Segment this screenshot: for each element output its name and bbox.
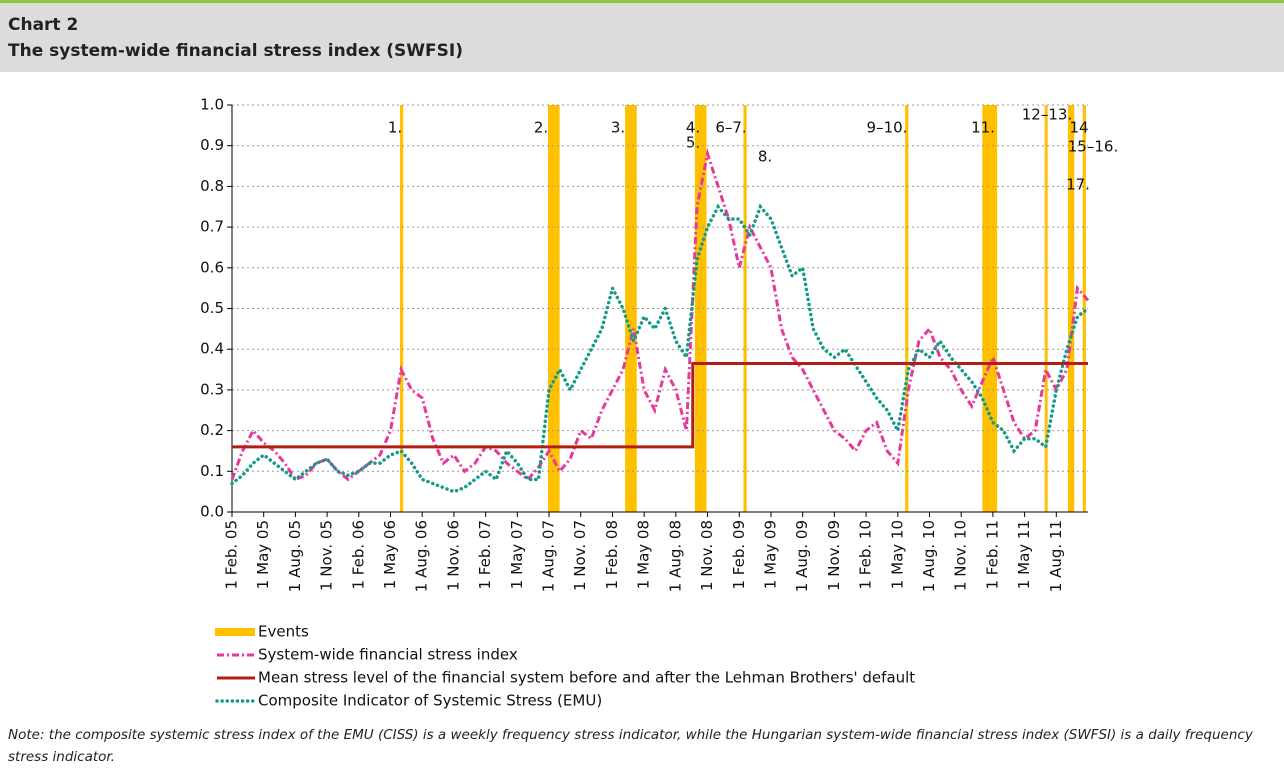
x-tick-label: 1 May 08 [635, 520, 653, 589]
x-tick-label: 1 Aug. 09 [793, 520, 811, 592]
y-tick-label: 0.6 [200, 258, 224, 276]
x-tick-label: 1 Feb. 10 [857, 520, 875, 590]
y-tick-label: 0.2 [200, 421, 224, 439]
event-band [1044, 105, 1048, 512]
event-label: 6–7. [715, 119, 746, 137]
y-tick-label: 0.9 [200, 136, 224, 154]
series-line [232, 361, 1088, 449]
y-tick-label: 0.5 [200, 299, 224, 317]
header: Chart 2 The system-wide financial stress… [0, 0, 1284, 72]
legend-label: Events [258, 623, 309, 641]
event-band [743, 105, 747, 512]
x-tick-label: 1 Aug. 11 [1047, 520, 1065, 592]
legend-label: System-wide financial stress index [258, 646, 518, 664]
note: Note: the composite systemic stress inde… [8, 727, 1253, 765]
x-tick-label: 1 Aug. 10 [920, 520, 938, 592]
event-band [400, 105, 404, 512]
event-label: 17. [1066, 176, 1090, 194]
chart-label: Chart 2 [8, 15, 79, 35]
event-label: 14 [1069, 119, 1088, 137]
event-band [1082, 105, 1086, 512]
event-label: 15–16. [1068, 138, 1118, 156]
x-tick-label: 1 May 10 [888, 520, 906, 589]
x-tick-label: 1 Nov. 05 [318, 520, 336, 591]
legend-label: Composite Indicator of Systemic Stress (… [258, 692, 602, 710]
x-tick-label: 1 Feb. 06 [349, 520, 367, 590]
x-tick-label: 1 May 09 [761, 520, 779, 589]
event-label: 9–10. [867, 119, 908, 137]
x-tick-label: 1 Feb. 05 [223, 520, 241, 590]
x-tick-label: 1 Nov. 09 [825, 520, 843, 591]
event-label: 4. [686, 119, 700, 137]
x-tick-label: 1 Nov. 10 [952, 520, 970, 591]
x-tick-label: 1 May 05 [254, 520, 272, 589]
legend-swatch [215, 628, 255, 636]
event-band [1067, 105, 1075, 512]
y-tick-label: 0.4 [200, 340, 224, 358]
x-tick-label: 1 Aug. 08 [666, 520, 684, 592]
y-tick-label: 0.8 [200, 177, 224, 195]
x-tick-label: 1 Feb. 07 [476, 520, 494, 590]
x-tick-label: 1 Aug. 07 [540, 520, 558, 592]
y-tick-label: 0.0 [200, 503, 224, 521]
event-band [694, 105, 707, 512]
event-band [905, 105, 909, 512]
series-line [230, 203, 1090, 494]
x-tick-label: 1 May 07 [508, 520, 526, 589]
event-label: 5. [686, 134, 700, 152]
x-tick-label: 1 Feb. 09 [730, 520, 748, 590]
y-tick-label: 0.1 [200, 462, 224, 480]
x-tick-label: 1 Aug. 05 [286, 520, 304, 592]
y-tick-label: 0.3 [200, 380, 224, 398]
x-tick-label: 1 Nov. 07 [571, 520, 589, 591]
x-tick-label: 1 Feb. 08 [603, 520, 621, 590]
x-tick-label: 1 Aug. 06 [413, 520, 431, 592]
event-label: 3. [611, 119, 625, 137]
event-label: 2. [534, 119, 548, 137]
x-tick-label: 1 Nov. 08 [698, 520, 716, 591]
event-band [982, 105, 998, 512]
x-tick-label: 1 Feb. 11 [983, 520, 1001, 590]
x-tick-label: 1 Nov. 06 [444, 520, 462, 591]
y-tick-label: 1.0 [200, 96, 224, 114]
legend-label: Mean stress level of the financial syste… [258, 669, 915, 687]
chart-title: The system-wide financial stress index (… [8, 41, 463, 61]
event-label: 11. [971, 119, 995, 137]
event-band [625, 105, 637, 512]
event-label: 12–13. [1022, 106, 1072, 124]
x-tick-label: 1 May 06 [381, 520, 399, 589]
event-label: 8. [758, 148, 772, 166]
y-tick-label: 0.7 [200, 218, 224, 236]
x-tick-label: 1 May 11 [1015, 520, 1033, 589]
event-label: 1. [388, 119, 402, 137]
